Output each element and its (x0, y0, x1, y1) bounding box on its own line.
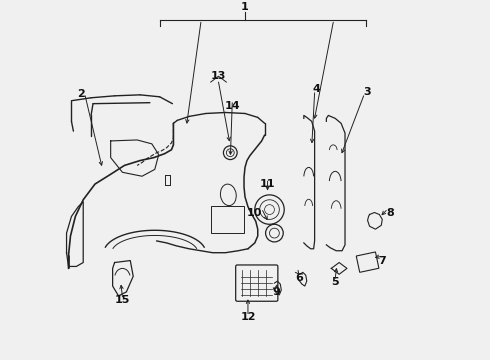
Text: 11: 11 (260, 179, 275, 189)
Text: 1: 1 (241, 1, 249, 12)
Text: 7: 7 (378, 256, 386, 266)
Text: 13: 13 (211, 71, 226, 81)
Bar (356, 252, 379, 272)
Text: 3: 3 (364, 87, 371, 97)
Text: 8: 8 (386, 208, 394, 219)
Text: 14: 14 (224, 101, 240, 111)
Text: 4: 4 (313, 84, 320, 94)
Text: 15: 15 (115, 295, 130, 305)
Text: 12: 12 (240, 312, 256, 323)
Text: 10: 10 (247, 208, 263, 219)
Bar (211, 206, 244, 233)
Text: 9: 9 (272, 287, 280, 297)
Text: 6: 6 (295, 273, 303, 283)
Text: 2: 2 (77, 89, 85, 99)
Text: 5: 5 (331, 277, 339, 287)
